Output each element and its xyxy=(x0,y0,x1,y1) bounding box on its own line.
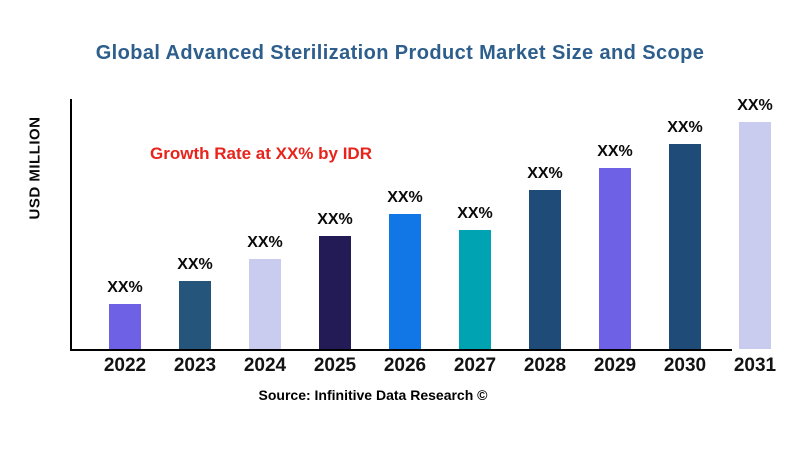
bar-value-label-2024: XX% xyxy=(247,234,283,251)
bar-value-label-2031: XX% xyxy=(737,97,773,114)
y-axis-line xyxy=(70,99,72,351)
bar-2022 xyxy=(109,304,141,349)
source-attribution: Source: Infinitive Data Research © xyxy=(258,387,488,403)
bar-2025 xyxy=(319,236,351,349)
bar-value-label-2025: XX% xyxy=(317,211,353,228)
bar-2024 xyxy=(249,259,281,349)
bar-value-label-2028: XX% xyxy=(527,165,563,182)
x-tick-label-2029: 2029 xyxy=(593,355,637,376)
bar-2029 xyxy=(599,168,631,349)
bar-value-label-2023: XX% xyxy=(177,256,213,273)
bar-value-label-2030: XX% xyxy=(667,119,703,136)
y-axis-label: USD MILLION xyxy=(26,116,44,220)
bar-value-label-2029: XX% xyxy=(597,143,633,160)
x-tick-label-2026: 2026 xyxy=(383,355,427,376)
x-tick-label-2023: 2023 xyxy=(173,355,217,376)
bar-value-label-2022: XX% xyxy=(107,279,143,296)
x-tick-label-2030: 2030 xyxy=(663,355,707,376)
bar-2030 xyxy=(669,144,701,349)
x-tick-label-2025: 2025 xyxy=(313,355,357,376)
x-tick-label-2028: 2028 xyxy=(523,355,567,376)
bar-value-label-2027: XX% xyxy=(457,205,493,222)
bar-2028 xyxy=(529,190,561,349)
x-tick-label-2024: 2024 xyxy=(243,355,287,376)
x-axis-line xyxy=(70,349,732,351)
bar-2027 xyxy=(459,230,491,349)
x-tick-label-2022: 2022 xyxy=(103,355,147,376)
growth-rate-annotation: Growth Rate at XX% by IDR xyxy=(150,144,372,163)
chart-title: Global Advanced Sterilization Product Ma… xyxy=(95,42,705,64)
x-tick-label-2031: 2031 xyxy=(733,355,777,376)
bar-2026 xyxy=(389,214,421,349)
bar-value-label-2026: XX% xyxy=(387,189,423,206)
bar-2031 xyxy=(739,122,771,349)
x-tick-label-2027: 2027 xyxy=(453,355,497,376)
bar-2023 xyxy=(179,281,211,349)
